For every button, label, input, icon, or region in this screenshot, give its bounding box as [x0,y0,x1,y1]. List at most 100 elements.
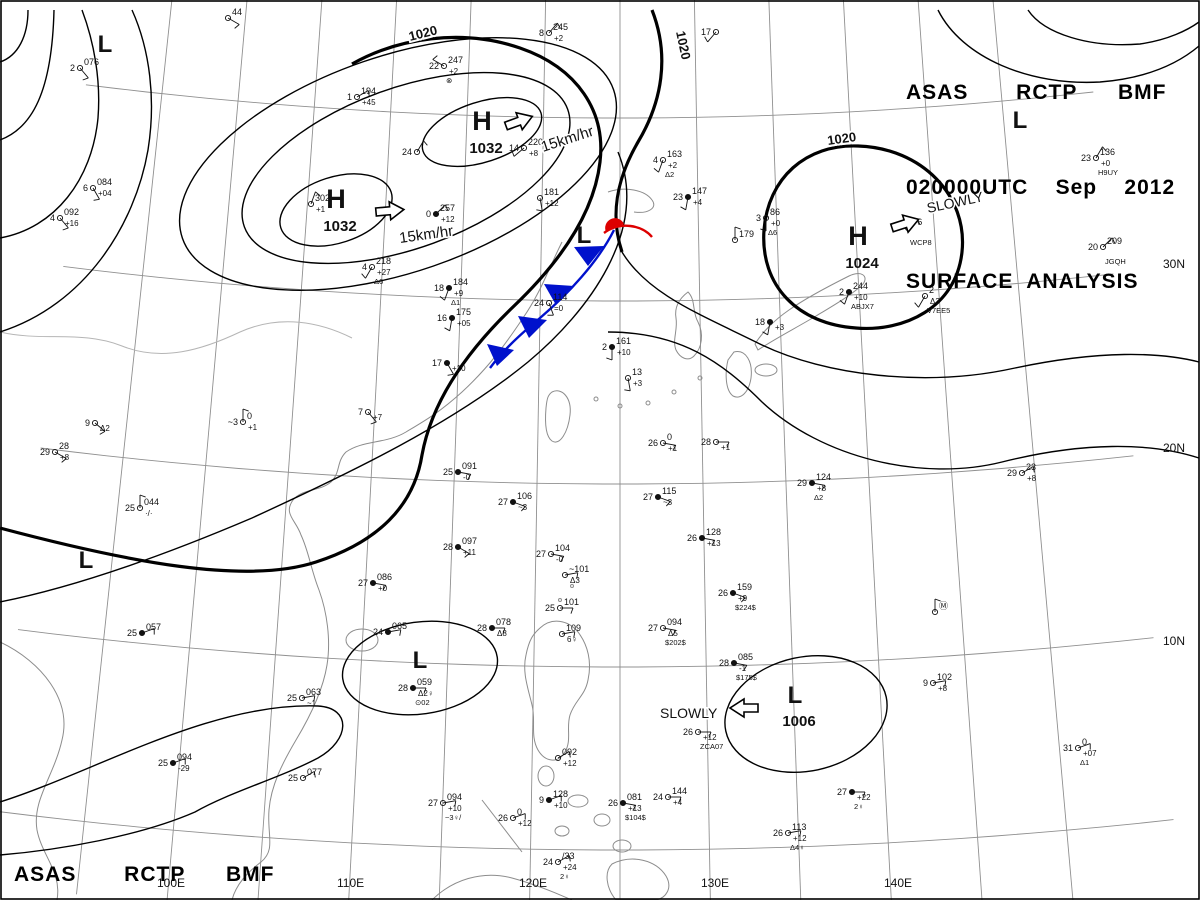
station-pressure: 128 [553,789,568,799]
longitude-label: 140E [884,876,912,890]
station-plot: 27 115 ~3 [643,486,676,507]
station-plot: 7 +7 [358,407,383,425]
isobar-path [0,151,628,603]
coast-visayas-island [593,813,611,827]
coastlines [0,188,866,900]
coast-mindanao [606,858,670,900]
isobar-value-label: 1020 [407,22,439,44]
station-temp: 27 [648,623,658,633]
wind-barb [457,546,470,554]
station-id: 2♀ [560,872,570,881]
station-pressure: 194 [361,86,376,96]
wind-barb [446,362,454,375]
wind-barb [548,22,558,34]
station-temp: 7 [358,407,363,417]
station-id: ⊗ [446,76,452,85]
station-id: 2♀ [854,802,864,811]
station-temp: 25 [443,467,453,477]
wind-barb-feather [799,830,802,837]
station-tendency: 6♀ [567,635,577,644]
station-pressure: 059 [417,677,432,687]
coast-gulf-thailand [0,641,65,900]
isobar-1020-path [762,144,965,331]
station-tendency: Δ2♀ [418,689,434,698]
station-tendency: +9 [738,594,748,603]
station-tendency: +10 [452,364,466,373]
station-plot: 29 28 +8 [40,441,70,463]
station-temp: 9 [923,678,928,688]
station-plot: 26 081 +13$104$ [608,792,647,822]
title-block-top-right: ASAS RCTP BMF 020000UTC Sep 2012 SURFACE… [906,14,1175,329]
wind-barb [1021,466,1034,474]
station-temp: 24 [402,147,412,157]
station-tendency: +11 [463,548,477,557]
wind-barb-feather [382,585,387,591]
wind-barb-feather [447,373,454,376]
longitude-label: 130E [701,876,729,890]
coast-palawan [481,799,523,853]
fronts [487,218,653,369]
station-tendency: +1 [248,423,258,432]
graticule-meridian [76,0,173,895]
station-temp: 25 [125,503,135,513]
station-circle [545,299,553,307]
wind-barb-feather [606,357,613,361]
station-tendency: +12 [703,733,717,742]
station-temp: 29 [797,478,807,488]
wind-barb-feather [624,389,631,392]
wind-barb [550,553,564,557]
station-pressure: 094 [447,792,462,802]
station-pressure: 245 [553,22,568,32]
station-temp: 18 [755,317,765,327]
station-plot: 20 209 JGQH [1088,236,1126,266]
station-temp: 4 [50,213,55,223]
station-circle [554,858,562,866]
station-temp: 27 [837,787,847,797]
high-center-letter: H [472,106,492,136]
station-circle [784,829,792,837]
coast-visayas-island [612,839,632,853]
low-center-letter: L [98,31,113,58]
station-plot: 28 +1 [701,437,731,452]
station-pressure: 044 [144,497,159,507]
wind-barb [416,140,424,153]
isobar-path [0,9,100,239]
station-pressure: 091 [462,461,477,471]
station-pressure: 0 [1082,737,1087,747]
wind-barb-feather [313,695,316,702]
station-tendency: +4 [673,798,683,807]
isobar-path [0,9,55,141]
wind-barb [557,751,570,759]
wind-barb-feather [99,430,106,435]
station-tendency: Δ5 [668,629,678,638]
station-id: $202$ [665,638,687,647]
wind-barb-feather [672,445,677,451]
station-tendency: +8 [60,453,70,462]
wind-barb-feather [711,540,716,546]
station-tendency: Δ8 [497,629,507,638]
wind-barb-feather [399,629,402,636]
station-plot: 23 147 +4 [673,186,707,211]
station-tendency: +8 [1027,474,1037,483]
station-id: Δ6 [374,277,383,286]
coast-korea [674,291,702,360]
wind-barb-feather [743,665,748,671]
coast-china-vietnam [231,241,563,900]
station-tendency: +12 [441,215,455,224]
title-block-bottom-left: ASAS RCTP BMF 020000UTC Sep 2012 SURFACE… [14,796,283,900]
station-tendency: +2 [449,67,459,76]
wind-barb-feather [536,209,543,212]
wind-barb [787,830,801,834]
station-plot: ~101 Δ3 [561,564,589,585]
station-plot: 181+12 [536,187,559,212]
station-tendency: +27 [377,268,391,277]
station-id: H9UY [1098,168,1118,177]
station-pressure: 086 [377,572,392,582]
wind-barb-feather [93,198,100,201]
station-tendency: +0 [771,219,781,228]
station-temp: 26 [773,828,783,838]
coast-ryukyu-island [593,396,599,402]
station-tendency: +8 [938,684,948,693]
